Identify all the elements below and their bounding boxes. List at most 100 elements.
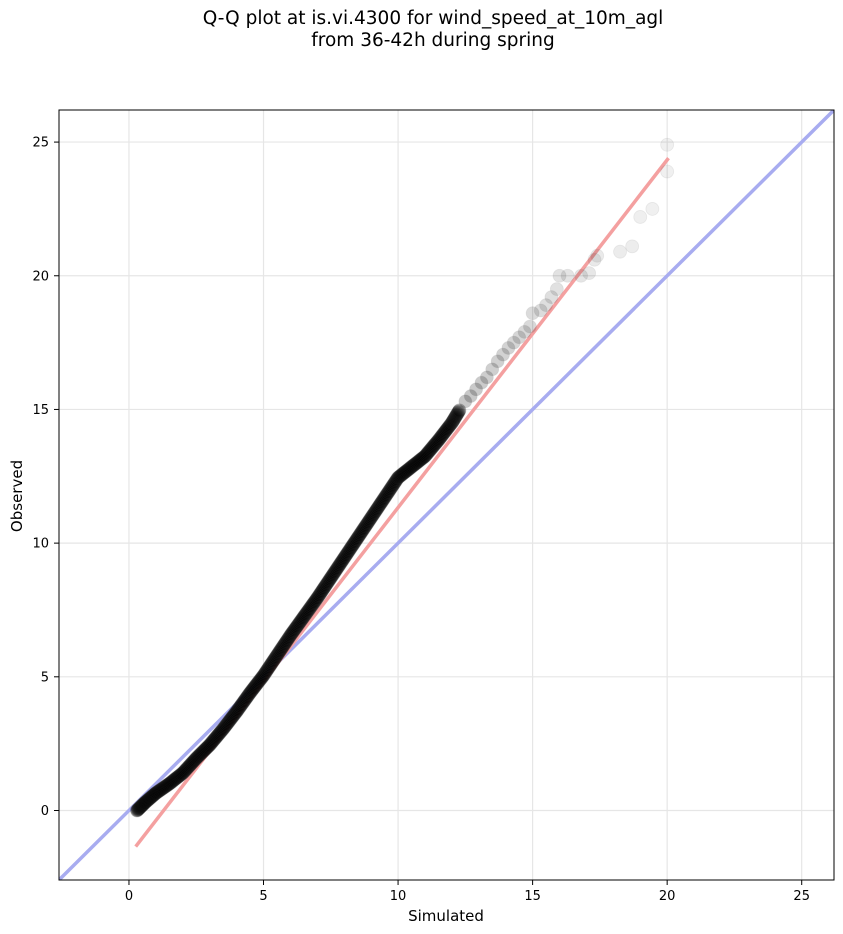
data-point — [574, 268, 588, 283]
data-point — [257, 667, 272, 681]
data-point — [272, 644, 287, 659]
data-point — [539, 298, 553, 313]
data-point — [251, 674, 266, 689]
data-point — [390, 472, 405, 486]
chart-title-line-2: from 36-42h during spring — [311, 30, 555, 51]
data-point — [392, 469, 406, 484]
data-point — [303, 600, 318, 615]
data-point — [273, 642, 288, 657]
data-point — [432, 432, 447, 446]
data-point — [137, 796, 152, 810]
data-point — [361, 515, 376, 529]
data-point — [137, 796, 151, 811]
data-point — [136, 797, 151, 812]
data-point — [409, 456, 424, 471]
data-point — [446, 413, 461, 427]
data-point — [171, 769, 185, 784]
data-point — [222, 713, 237, 728]
data-point — [625, 239, 640, 254]
data-point — [217, 720, 232, 735]
data-point — [274, 641, 289, 656]
data-point — [135, 797, 150, 812]
data-point — [344, 540, 358, 555]
data-point — [506, 335, 521, 350]
data-point — [142, 791, 157, 806]
data-point — [420, 445, 435, 460]
data-point — [268, 651, 282, 666]
data-point — [336, 552, 351, 567]
data-point — [154, 782, 169, 796]
data-point — [285, 625, 300, 640]
data-point — [343, 542, 357, 557]
data-point — [403, 460, 418, 475]
data-point — [232, 700, 247, 715]
data-point — [444, 415, 459, 430]
data-point — [431, 433, 446, 448]
data-point — [245, 683, 259, 698]
data-point — [140, 793, 155, 808]
data-point — [134, 799, 148, 814]
data-point — [438, 424, 453, 439]
y-tick-label: 0 — [41, 804, 49, 819]
data-point — [345, 538, 360, 552]
data-point — [173, 768, 187, 783]
data-point — [254, 671, 269, 685]
data-point — [321, 573, 336, 588]
data-point — [270, 648, 284, 663]
data-point — [188, 752, 203, 767]
data-point — [394, 468, 408, 483]
data-point — [338, 549, 353, 564]
data-point — [212, 726, 227, 741]
data-point — [318, 579, 332, 594]
data-point — [419, 448, 433, 462]
data-point — [322, 572, 337, 587]
data-point — [265, 655, 280, 670]
data-point — [380, 486, 395, 501]
data-point — [191, 749, 206, 764]
data-point — [180, 760, 195, 775]
data-point — [260, 662, 275, 677]
data-point — [292, 616, 306, 631]
data-point — [363, 512, 378, 527]
data-point — [352, 528, 367, 542]
data-point — [276, 638, 291, 653]
data-point — [207, 732, 222, 747]
data-point — [334, 555, 349, 570]
data-point — [660, 164, 675, 179]
data-point — [311, 589, 326, 604]
data-point — [182, 758, 197, 773]
data-point — [387, 476, 402, 491]
data-point — [386, 477, 401, 492]
data-point — [347, 535, 362, 549]
data-point — [435, 428, 450, 443]
data-point — [458, 394, 473, 409]
data-point — [419, 447, 434, 461]
data-point — [288, 621, 303, 636]
data-point — [389, 473, 404, 488]
data-point — [289, 620, 304, 635]
data-point — [330, 560, 345, 575]
data-point — [413, 453, 428, 467]
data-point — [296, 609, 311, 624]
y-tick-label: 5 — [41, 670, 49, 685]
data-point — [156, 780, 171, 795]
y-axis-label: Observed — [8, 460, 26, 532]
data-point — [281, 631, 296, 646]
data-point — [147, 787, 162, 802]
data-point — [417, 450, 431, 464]
data-point — [450, 406, 465, 421]
data-point — [351, 529, 366, 544]
x-tick-label: 15 — [524, 889, 541, 904]
x-tick-label: 20 — [659, 889, 676, 904]
data-point — [202, 738, 217, 752]
data-point — [228, 705, 243, 720]
data-point — [219, 718, 233, 733]
data-point — [275, 639, 290, 654]
data-point — [349, 532, 364, 547]
data-point — [144, 790, 159, 805]
data-point — [369, 503, 383, 518]
data-point — [410, 455, 425, 470]
data-point — [300, 604, 315, 619]
data-point — [151, 784, 166, 799]
data-point — [517, 325, 532, 339]
